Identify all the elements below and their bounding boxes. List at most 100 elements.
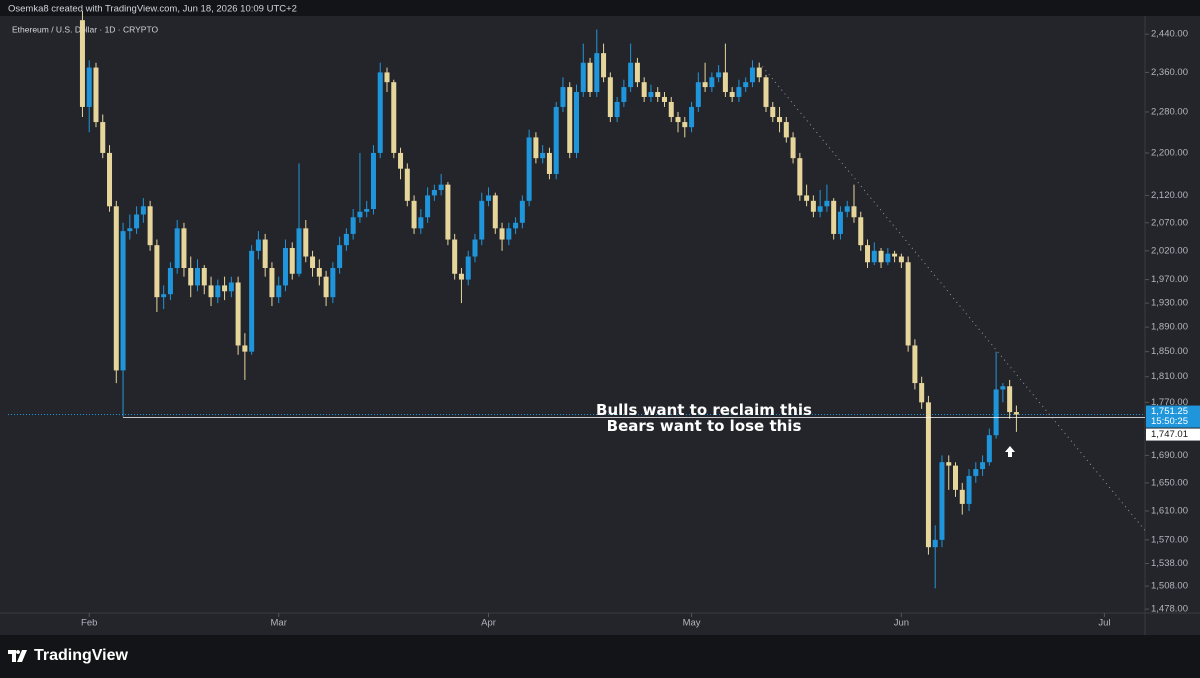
candle-body <box>201 267 207 286</box>
candle-body <box>1013 412 1019 415</box>
y-tick-label: 2,020.00 <box>1151 245 1188 256</box>
candle-body <box>695 82 701 107</box>
candle-body <box>689 106 695 128</box>
candle-body <box>986 435 992 463</box>
y-tick-label: 1,508.00 <box>1151 581 1188 592</box>
y-tick-label: 1,538.00 <box>1151 558 1188 569</box>
candle-body <box>404 168 410 201</box>
y-tick-label: 2,440.00 <box>1151 29 1188 40</box>
candle-body <box>675 117 681 123</box>
candle-body <box>716 72 722 78</box>
x-tick-label: Apr <box>481 618 496 629</box>
candle-body <box>756 67 762 78</box>
candle-body <box>614 101 620 118</box>
candle-body <box>641 82 647 97</box>
candle-body <box>932 539 938 548</box>
candle-body <box>276 285 282 298</box>
candle-body <box>1007 386 1013 413</box>
candle-body <box>553 106 559 174</box>
candle-body <box>925 402 931 548</box>
candle-body <box>499 228 505 240</box>
candle-body <box>912 345 918 384</box>
candle-body <box>513 222 519 229</box>
candle-body <box>479 200 485 240</box>
candle-body <box>174 228 180 268</box>
candle-body <box>574 92 579 153</box>
candle-body <box>195 267 200 286</box>
candle-body <box>262 239 268 268</box>
candle-body <box>844 206 850 212</box>
candle-body <box>682 122 688 128</box>
candle-body <box>472 239 478 257</box>
candle-body <box>709 77 715 88</box>
candle-body <box>492 195 498 229</box>
y-tick-label: 1,690.00 <box>1151 450 1188 461</box>
candle-body <box>749 67 755 83</box>
candle-body <box>837 211 843 234</box>
candle-body <box>147 206 153 246</box>
brand-logo <box>8 650 27 662</box>
candle-body <box>418 217 424 229</box>
candle-body <box>946 462 952 466</box>
trendline <box>758 62 1146 531</box>
candle-body <box>269 267 275 298</box>
candle-body <box>249 250 255 352</box>
candle-body <box>878 250 884 263</box>
y-tick-label: 1,770.00 <box>1151 397 1188 408</box>
candle-body <box>458 273 464 280</box>
support-box <box>1146 428 1200 441</box>
candle-body <box>817 206 823 212</box>
y-tick-label: 2,120.00 <box>1151 190 1188 201</box>
candle-body <box>337 245 343 268</box>
candle-body <box>526 137 532 201</box>
countdown: 15:50:25 <box>1151 416 1188 427</box>
candle-body <box>235 282 241 346</box>
y-tick-label: 1,930.00 <box>1151 298 1188 309</box>
candle-body <box>560 87 566 107</box>
candle-body <box>486 195 492 201</box>
candle-body <box>729 92 735 97</box>
candle-body <box>648 92 654 97</box>
candle-body <box>296 228 302 274</box>
candle-body <box>831 200 837 234</box>
last-price-label: 1,751.25 <box>1151 406 1188 417</box>
candle-body <box>120 231 126 371</box>
candle-body <box>743 82 749 88</box>
candle-body <box>242 345 248 352</box>
candle-body <box>222 285 228 292</box>
candle-body <box>770 106 776 118</box>
chart-background <box>0 16 1200 635</box>
candle-body <box>580 62 586 93</box>
candle-body <box>736 87 742 97</box>
candle-body <box>898 256 904 263</box>
x-tick-label: May <box>683 618 701 629</box>
candle-body <box>722 72 728 93</box>
candle-body <box>892 253 898 257</box>
candle-body <box>134 214 140 229</box>
candle-body <box>181 228 187 268</box>
candle-body <box>628 62 634 88</box>
x-tick-label: Jun <box>894 618 909 629</box>
candle-body <box>797 158 803 196</box>
y-tick-label: 1,890.00 <box>1151 322 1188 333</box>
arrow-icon <box>1005 446 1015 457</box>
candle-body <box>824 200 830 207</box>
candle-body <box>445 184 451 240</box>
candle-body <box>668 101 674 118</box>
y-tick-label: 1,610.00 <box>1151 506 1188 517</box>
candle-body <box>452 239 458 274</box>
candle-body <box>567 87 573 153</box>
candle-body <box>127 228 133 232</box>
candle-body <box>370 152 376 210</box>
candle-body <box>107 152 113 207</box>
x-tick-label: Jul <box>1098 618 1110 629</box>
candle-body <box>188 267 194 286</box>
y-tick-label: 2,280.00 <box>1151 106 1188 117</box>
candle-body <box>777 117 783 123</box>
candle-body <box>161 294 167 298</box>
annotation: Bears want to lose this <box>607 417 802 435</box>
candle-body <box>208 285 214 298</box>
candle-body <box>953 465 958 490</box>
candle-body <box>330 267 336 298</box>
plot <box>8 10 1146 589</box>
